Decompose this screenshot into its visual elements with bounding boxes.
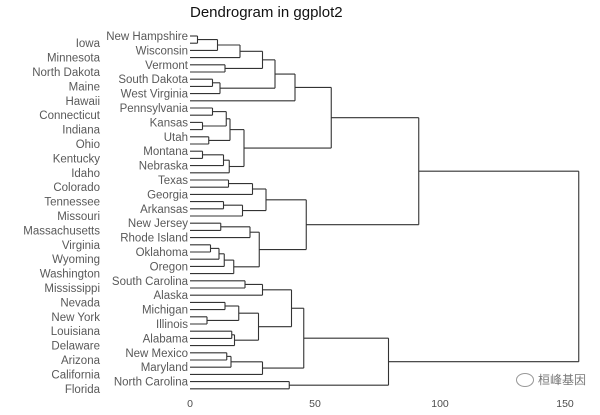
- leaf-label: Colorado: [53, 182, 100, 194]
- leaf-label: Michigan: [142, 305, 188, 317]
- leaf-label: Wisconsin: [136, 45, 188, 57]
- leaf-label: Iowa: [76, 38, 101, 50]
- leaf-label: Hawaii: [65, 96, 100, 108]
- leaf-label: Wyoming: [52, 254, 100, 266]
- leaf-label: South Dakota: [118, 74, 188, 86]
- leaf-label: Alaska: [153, 290, 188, 302]
- leaf-label: Georgia: [147, 189, 189, 201]
- leaf-label: South Carolina: [112, 276, 189, 288]
- chart-title: Dendrogram in ggplot2: [190, 4, 343, 21]
- watermark-text: 桓峰基因: [537, 373, 586, 387]
- leaf-label: New Jersey: [128, 218, 188, 230]
- leaf-label: Idaho: [71, 168, 100, 180]
- leaf-label: Texas: [158, 175, 188, 187]
- x-tick-label: 150: [556, 398, 574, 410]
- leaf-label: Illinois: [156, 319, 188, 331]
- leaf-label: Pennsylvania: [120, 103, 189, 115]
- x-tick-label: 0: [187, 398, 193, 410]
- leaf-label: Nevada: [60, 297, 100, 309]
- leaf-label: Rhode Island: [120, 233, 188, 245]
- leaf-label: Utah: [164, 132, 188, 144]
- leaf-label: Delaware: [51, 341, 100, 353]
- wechat-icon: [515, 373, 534, 387]
- leaf-label: Tennessee: [44, 197, 100, 209]
- leaf-label: Montana: [143, 146, 188, 158]
- leaf-label: Mississippi: [44, 283, 100, 295]
- leaf-label: Maine: [69, 81, 100, 93]
- leaf-label: Kentucky: [53, 153, 101, 165]
- leaf-label: Washington: [40, 269, 100, 281]
- leaf-label: West Virginia: [121, 89, 189, 101]
- leaf-label: Connecticut: [39, 110, 101, 122]
- leaf-label: Maryland: [141, 362, 188, 374]
- x-tick-label: 100: [431, 398, 449, 410]
- leaf-label: New Mexico: [125, 348, 188, 360]
- leaf-label: North Carolina: [114, 377, 189, 389]
- leaf-label: Florida: [65, 384, 101, 396]
- leaf-label: Vermont: [145, 60, 189, 72]
- leaf-label: Ohio: [76, 139, 100, 151]
- x-tick-label: 50: [309, 398, 321, 410]
- leaf-label: Missouri: [57, 211, 100, 223]
- leaf-label: Massachusetts: [23, 225, 100, 237]
- leaf-label: Virginia: [62, 240, 101, 252]
- leaf-label: New York: [51, 312, 100, 324]
- leaf-label: Arkansas: [140, 204, 188, 216]
- leaf-label: Nebraska: [139, 161, 189, 173]
- leaf-label: New Hampshire: [106, 31, 188, 43]
- watermark: 桓峰基因: [515, 373, 586, 387]
- leaf-label: California: [51, 369, 100, 381]
- leaf-label: Arizona: [61, 355, 101, 367]
- leaf-label: Kansas: [150, 117, 189, 129]
- leaf-label: Oregon: [150, 261, 188, 273]
- leaf-label: Louisiana: [51, 326, 101, 338]
- leaf-label: Minnesota: [47, 53, 101, 65]
- leaf-label: North Dakota: [32, 67, 100, 79]
- leaf-label: Alabama: [143, 333, 189, 345]
- leaf-label: Indiana: [62, 125, 100, 137]
- leaf-label: Oklahoma: [136, 247, 189, 259]
